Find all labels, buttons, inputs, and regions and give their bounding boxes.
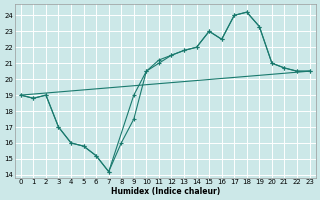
X-axis label: Humidex (Indice chaleur): Humidex (Indice chaleur) — [111, 187, 220, 196]
